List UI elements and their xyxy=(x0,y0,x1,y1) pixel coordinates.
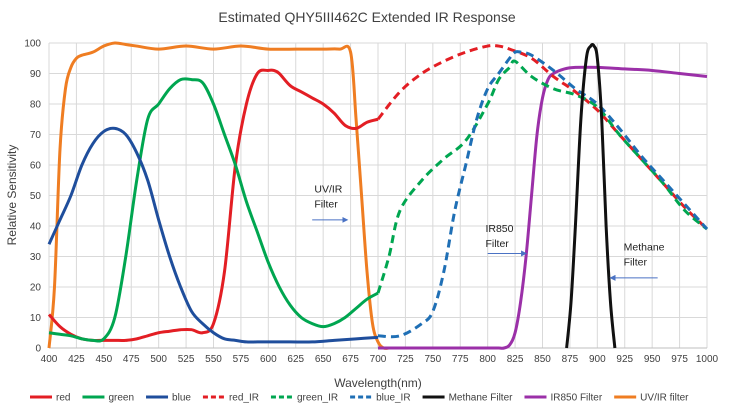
y-tick-label: 30 xyxy=(30,252,42,263)
x-tick-label: 550 xyxy=(205,354,222,365)
y-tick-labels: 0 10 20 30 40 50 60 70 80 90 100 xyxy=(24,39,41,355)
annotation-text: UV/IR xyxy=(314,183,342,195)
y-tick-label: 90 xyxy=(30,69,42,80)
legend-label: Methane Filter xyxy=(449,393,514,404)
series-line-blue-ir xyxy=(377,50,709,339)
x-tick-label: 975 xyxy=(671,354,688,365)
x-tick-label: 1000 xyxy=(696,354,719,365)
y-tick-label: 40 xyxy=(30,222,42,233)
chart-title: Estimated QHY5III462C Extended IR Respon… xyxy=(218,9,515,25)
annotation-text: IR850 xyxy=(485,223,513,235)
legend-label: green_IR xyxy=(297,393,338,404)
x-axis-label: Wavelength(nm) xyxy=(334,376,422,390)
series-line-blue xyxy=(47,126,379,344)
x-tick-label: 825 xyxy=(507,354,524,365)
series-line-green-ir xyxy=(376,59,708,294)
x-tick-label: 525 xyxy=(178,354,195,365)
y-axis-label: Relative Sensitivity xyxy=(5,145,19,246)
y-tick-label: 50 xyxy=(30,191,42,202)
x-tick-labels: 400 425 450 475 500 525 550 575 600 625 650 675 700 7… xyxy=(41,354,719,365)
annotation-text: Filter xyxy=(314,198,338,210)
x-tick-label: 425 xyxy=(68,354,85,365)
series-line-methane-filter xyxy=(565,43,617,349)
y-tick-label: 70 xyxy=(30,130,42,141)
x-tick-label: 450 xyxy=(95,354,112,365)
x-tick-label: 700 xyxy=(370,354,387,365)
y-tick-label: 60 xyxy=(30,161,42,172)
annotations: UV/IR Filter IR850 Filter Methane Filter xyxy=(312,183,665,281)
x-tick-label: 950 xyxy=(644,354,661,365)
series-line-red-ir xyxy=(376,43,709,231)
y-tick-label: 100 xyxy=(24,39,41,50)
legend-label: red_IR xyxy=(229,393,259,404)
x-tick-label: 675 xyxy=(342,354,359,365)
x-tick-label: 600 xyxy=(260,354,277,365)
legend: red green blue red_IR green_IR blue_IR Methane… xyxy=(30,393,689,404)
x-tick-label: 625 xyxy=(287,354,304,365)
y-tick-label: 10 xyxy=(30,313,42,324)
legend-label: green xyxy=(108,393,134,404)
x-tick-label: 725 xyxy=(397,354,414,365)
y-tick-label: 80 xyxy=(30,100,42,111)
series-group xyxy=(47,41,709,350)
annotation-text: Methane xyxy=(624,241,665,253)
x-tick-label: 850 xyxy=(534,354,551,365)
series-line-uv-ir-filter xyxy=(47,41,390,350)
x-tick-label: 750 xyxy=(424,354,441,365)
legend-label: blue xyxy=(172,393,191,404)
x-tick-label: 925 xyxy=(616,354,633,365)
x-tick-label: 500 xyxy=(150,354,167,365)
x-tick-label: 875 xyxy=(562,354,579,365)
annotation-text: Filter xyxy=(624,256,648,268)
legend-label: blue_IR xyxy=(376,393,410,404)
x-tick-label: 775 xyxy=(452,354,469,365)
x-tick-label: 650 xyxy=(315,354,332,365)
series-line-green xyxy=(48,77,379,343)
x-tick-label: 400 xyxy=(41,354,58,365)
legend-label: UV/IR filter xyxy=(640,393,689,404)
x-tick-label: 900 xyxy=(589,354,606,365)
y-tick-label: 20 xyxy=(30,283,42,294)
x-tick-label: 800 xyxy=(479,354,496,365)
series-line-red xyxy=(47,68,379,342)
x-tick-label: 575 xyxy=(233,354,250,365)
x-tick-label: 475 xyxy=(123,354,140,365)
annotation-text: Filter xyxy=(485,238,509,250)
y-tick-label: 0 xyxy=(35,344,41,355)
legend-label: red xyxy=(56,393,70,404)
legend-label: IR850 Filter xyxy=(550,393,602,404)
